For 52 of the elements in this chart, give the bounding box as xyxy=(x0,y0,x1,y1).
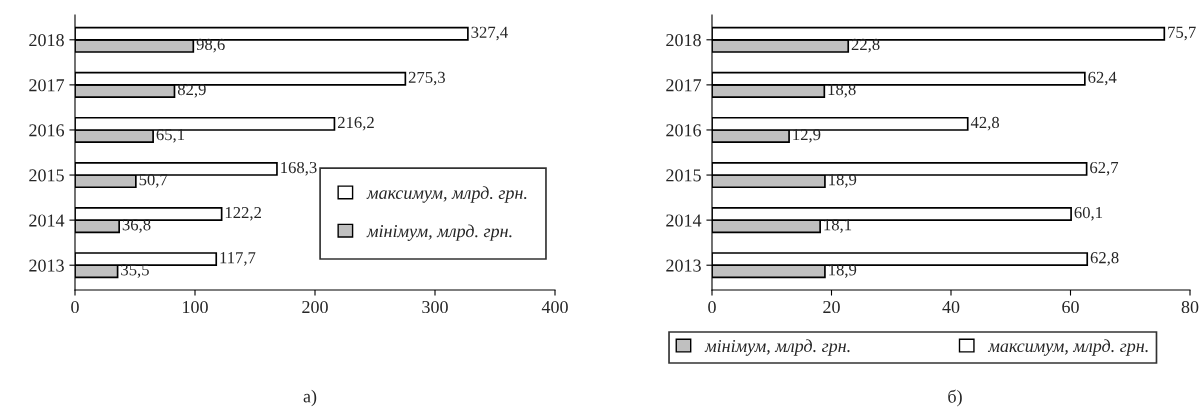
y-tick-label: 2018 xyxy=(29,34,64,47)
y-tick-label: 2015 xyxy=(29,169,64,182)
data-label: 117,7 xyxy=(220,252,256,266)
data-label: 42,8 xyxy=(970,116,1000,131)
y-tick-label: 2014 xyxy=(29,214,65,227)
data-label: 62,7 xyxy=(1090,161,1119,176)
data-label: 75,7 xyxy=(1168,26,1196,41)
y-tick-label: 2016 xyxy=(666,124,702,137)
x-tick-label: 60 xyxy=(1062,300,1079,314)
data-label: 62,4 xyxy=(1088,71,1117,86)
y-tick-label: 2014 xyxy=(666,214,702,227)
y-tick-label: 2018 xyxy=(666,34,701,47)
data-label: 65,1 xyxy=(156,129,185,143)
legend-label: максимум, млрд. грн. xyxy=(987,339,1148,356)
data-label: 18,9 xyxy=(829,264,857,278)
data-label: 50,7 xyxy=(139,174,168,188)
y-tick-label: 2017 xyxy=(666,79,702,92)
x-tick-label: 300 xyxy=(422,300,448,314)
data-label: 168,3 xyxy=(281,161,317,176)
x-tick-label: 0 xyxy=(71,300,79,314)
data-label: 60,1 xyxy=(1074,206,1103,221)
y-tick-label: 2016 xyxy=(29,124,65,137)
x-tick-label: 20 xyxy=(823,300,840,314)
data-label: 12,9 xyxy=(793,129,821,143)
legend-label: мінімум, млрд. грн. xyxy=(704,339,850,356)
text: б) xyxy=(948,389,962,407)
x-tick-label: 40 xyxy=(942,300,960,314)
data-label: 327,4 xyxy=(471,26,508,41)
data-label: 18,1 xyxy=(824,219,852,233)
data-label: 22,8 xyxy=(851,38,880,53)
data-label: 275,3 xyxy=(408,71,445,86)
x-tick-label: 400 xyxy=(541,300,568,314)
data-label: 82,9 xyxy=(177,83,206,98)
x-tick-label: 80 xyxy=(1181,300,1199,314)
text: а) xyxy=(303,389,317,407)
x-tick-label: 200 xyxy=(302,300,328,314)
data-label: 18,9 xyxy=(829,174,857,188)
data-label: 62,8 xyxy=(1090,252,1119,266)
legend-label: максимум, млрд. грн. xyxy=(366,186,527,203)
legend-label: мінімум, млрд. грн. xyxy=(366,224,512,241)
y-tick-label: 2013 xyxy=(29,259,64,272)
x-tick-label: 100 xyxy=(183,300,208,314)
data-label: 18,8 xyxy=(828,83,856,98)
y-tick-label: 2017 xyxy=(29,79,65,92)
data-label: 122,2 xyxy=(225,207,261,221)
data-label: 35,5 xyxy=(121,264,149,278)
x-tick-label: 0 xyxy=(708,300,716,314)
y-tick-label: 2013 xyxy=(666,259,701,272)
y-tick-label: 2015 xyxy=(666,169,701,182)
data-label: 98,6 xyxy=(196,38,225,53)
data-label: 36,8 xyxy=(122,219,151,233)
data-label: 216,2 xyxy=(337,116,374,131)
